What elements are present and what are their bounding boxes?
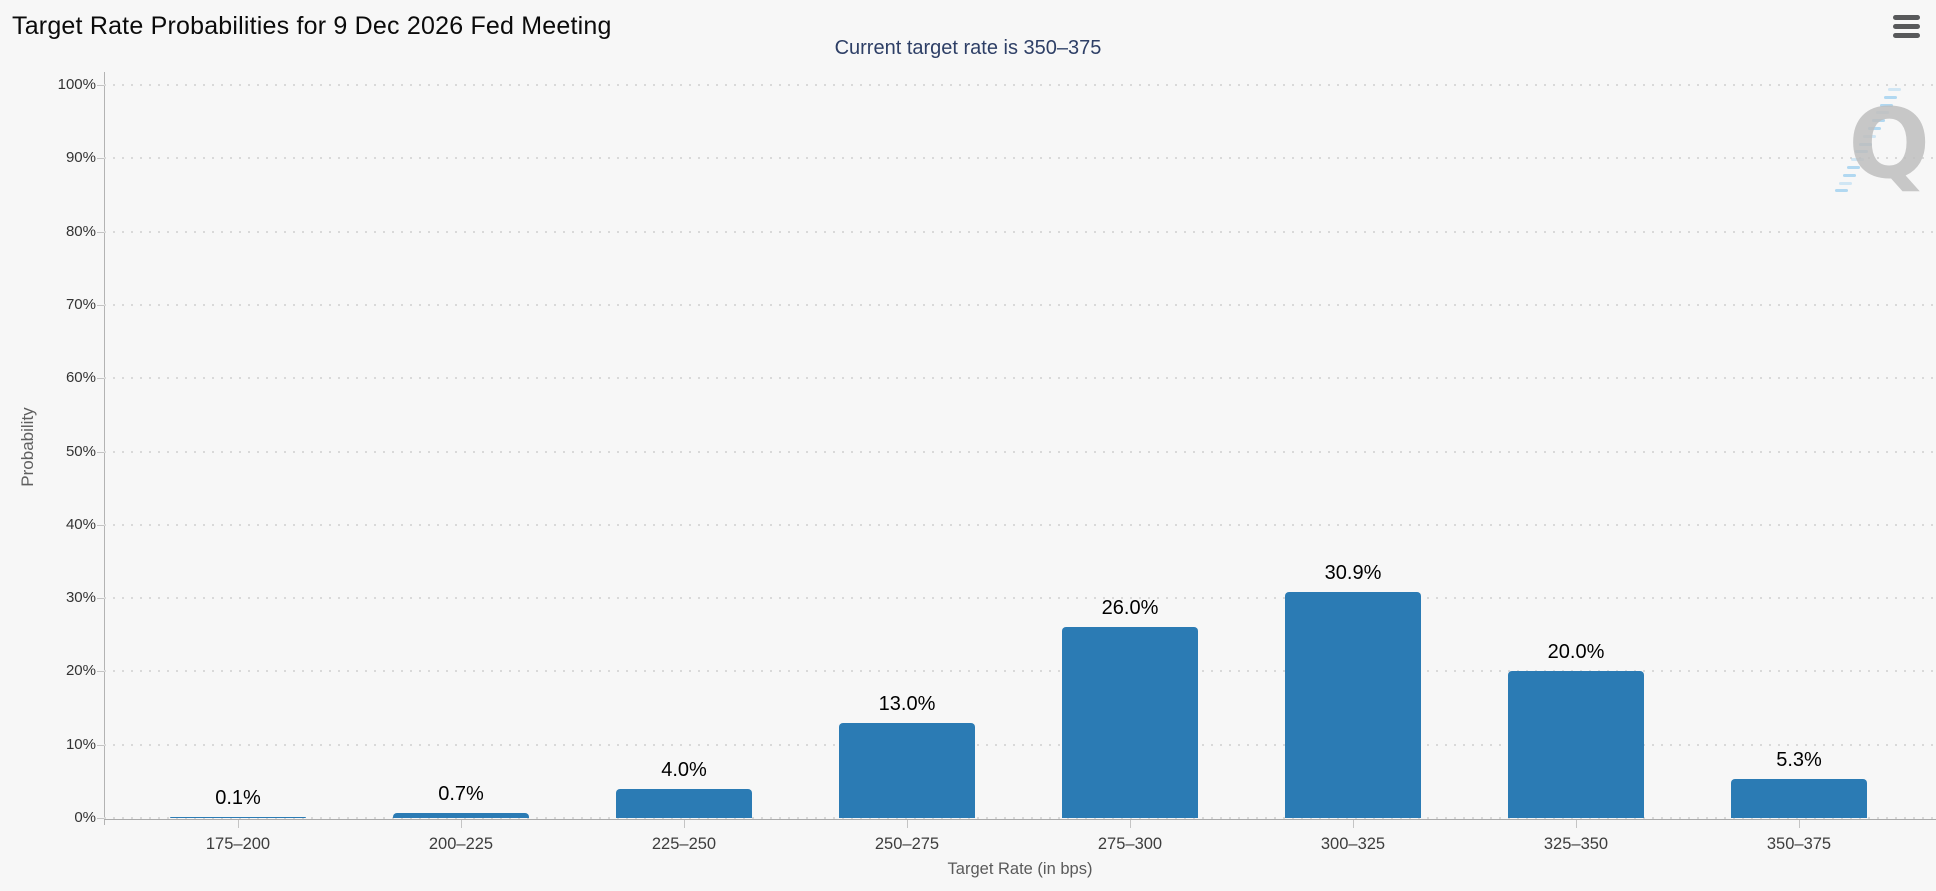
- bar-300–325[interactable]: [1285, 592, 1421, 818]
- bar-225–250[interactable]: [616, 789, 752, 818]
- bar-325–350[interactable]: [1508, 671, 1644, 818]
- bar-value-label: 0.7%: [438, 783, 484, 805]
- x-category-label: 225–250: [651, 835, 717, 853]
- y-tick-label: 50%: [65, 442, 96, 460]
- y-axis-tick: [97, 158, 104, 160]
- y-axis-tick: [97, 524, 104, 526]
- x-axis-tick: [1353, 820, 1354, 828]
- x-axis-tick: [238, 820, 239, 828]
- x-category-label: 275–300: [1097, 835, 1163, 853]
- watermark-dash: [1863, 134, 1877, 138]
- x-axis-tick: [684, 820, 685, 828]
- y-tick-label: 90%: [65, 149, 96, 167]
- y-tick-label: 60%: [65, 369, 96, 387]
- x-category-label: 350–375: [1766, 835, 1832, 853]
- y-axis-line: [104, 72, 105, 825]
- bar-350–375[interactable]: [1731, 779, 1867, 818]
- bar-value-label: 13.0%: [878, 693, 936, 715]
- gridline-50%: [104, 450, 1936, 453]
- hamburger-bar: [1893, 24, 1920, 29]
- watermark-dash: [1875, 111, 1889, 115]
- y-axis-tick: [97, 231, 104, 233]
- x-category-label: 175–200: [205, 835, 271, 853]
- y-tick-label: 20%: [65, 662, 96, 680]
- watermark-dash: [1883, 95, 1897, 99]
- x-axis-tick: [461, 820, 462, 828]
- y-tick-label: 10%: [65, 735, 96, 753]
- quikstrike-watermark: Q: [1828, 78, 1936, 208]
- hamburger-bar: [1893, 15, 1920, 20]
- x-category-label: 325–350: [1543, 835, 1609, 853]
- hamburger-bar: [1893, 33, 1920, 38]
- watermark-dash: [1871, 119, 1885, 123]
- watermark-dash: [1888, 88, 1901, 91]
- y-tick-label: 30%: [65, 589, 96, 607]
- y-tick-label: 40%: [65, 515, 96, 533]
- bar-value-label: 20.0%: [1547, 641, 1605, 663]
- bar-value-label: 4.0%: [661, 759, 707, 781]
- bar-value-label: 0.1%: [215, 787, 261, 809]
- bar-value-label: 26.0%: [1101, 597, 1159, 619]
- x-category-label: 300–325: [1320, 835, 1386, 853]
- x-axis-line: [104, 819, 1936, 820]
- q-logo-icon: Q: [1848, 88, 1930, 200]
- gridline-0%: [104, 817, 1936, 819]
- gridline-60%: [104, 377, 1936, 380]
- watermark-dash: [1834, 189, 1848, 193]
- watermark-dash: [1842, 173, 1856, 177]
- bar-200–225[interactable]: [393, 813, 529, 818]
- y-axis-tick: [97, 598, 104, 600]
- gridline-100%: [104, 84, 1936, 86]
- y-axis-tick: [97, 744, 104, 746]
- gridline-40%: [104, 523, 1936, 526]
- y-tick-label: 0%: [74, 809, 96, 826]
- bar-275–300[interactable]: [1062, 627, 1198, 818]
- x-axis-tick: [1130, 820, 1131, 828]
- watermark-dash: [1838, 181, 1852, 185]
- bar-value-label: 5.3%: [1776, 749, 1822, 771]
- y-axis-tick: [97, 818, 104, 819]
- x-axis-tick: [1799, 820, 1800, 828]
- y-axis-tick: [97, 304, 104, 306]
- gridline-70%: [104, 303, 1936, 306]
- page-title: Target Rate Probabilities for 9 Dec 2026…: [12, 12, 612, 40]
- hamburger-menu-icon[interactable]: [1893, 15, 1920, 38]
- watermark-dash: [1847, 166, 1860, 169]
- gridline-20%: [104, 670, 1936, 673]
- y-tick-label: 80%: [65, 222, 96, 240]
- y-axis-tick: [97, 85, 104, 86]
- chart-subtitle: Current target rate is 350–375: [834, 37, 1102, 59]
- x-category-label: 200–225: [428, 835, 494, 853]
- gridline-90%: [104, 157, 1936, 160]
- gridline-10%: [104, 743, 1936, 746]
- x-axis-tick: [1576, 820, 1577, 828]
- bar-value-label: 30.9%: [1324, 562, 1382, 584]
- y-axis-tick: [97, 671, 104, 673]
- watermark-dash: [1867, 127, 1881, 130]
- watermark-dash: [1879, 103, 1893, 107]
- y-tick-label: 100%: [57, 76, 96, 93]
- x-axis-title: Target Rate (in bps): [947, 860, 1093, 878]
- y-axis-tick: [97, 378, 104, 380]
- y-axis-tick: [97, 451, 104, 453]
- gridline-30%: [104, 597, 1936, 600]
- watermark-dash: [1855, 150, 1869, 154]
- x-axis-tick: [907, 820, 908, 828]
- x-category-label: 250–275: [874, 835, 940, 853]
- gridline-80%: [104, 230, 1936, 233]
- watermark-dash: [1859, 142, 1873, 146]
- y-tick-label: 70%: [65, 295, 96, 313]
- bar-175–200[interactable]: [170, 817, 306, 818]
- bar-250–275[interactable]: [839, 723, 975, 818]
